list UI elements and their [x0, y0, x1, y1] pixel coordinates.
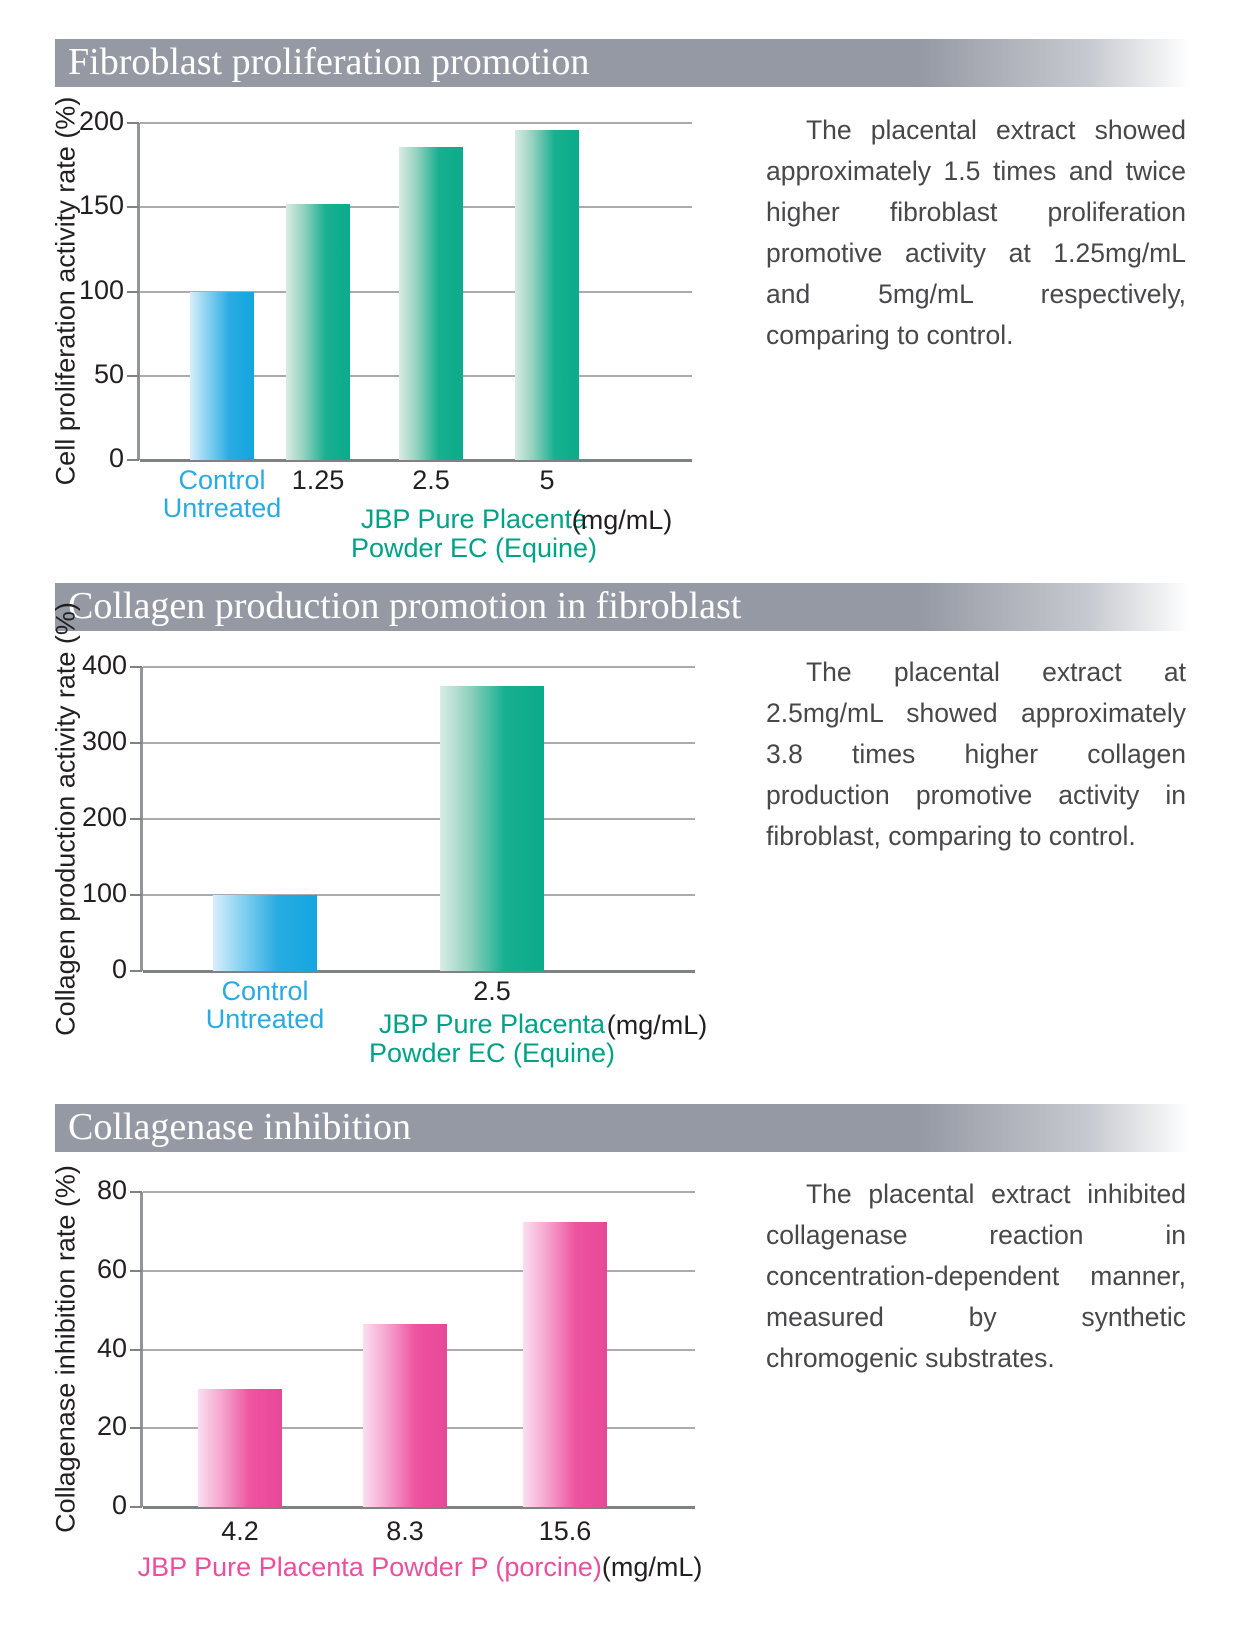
bar	[440, 686, 544, 971]
y-tick-label: 100	[81, 878, 127, 908]
y-tick-label: 60	[96, 1253, 127, 1284]
section-paragraph: The placental extract showed approximate…	[766, 115, 1186, 350]
unit-label: (mg/mL)	[606, 1010, 708, 1040]
bar	[363, 1323, 447, 1507]
y-tick-label: 0	[111, 1490, 127, 1520]
y-tick-label: 150	[78, 190, 124, 221]
tick-mark	[130, 1506, 142, 1508]
gridline	[143, 818, 695, 820]
gridline	[143, 1427, 695, 1430]
tick-mark	[130, 666, 142, 668]
tick-mark	[130, 1348, 142, 1351]
section-header: Collagenase inhibition	[55, 1104, 1190, 1152]
gridline	[143, 1191, 695, 1193]
tick-mark	[127, 206, 139, 209]
tick-mark	[130, 970, 142, 972]
x-axis-line	[143, 1506, 695, 1509]
x-axis-title-text: JBP Pure Placenta Powder P (porcine)	[137, 1552, 602, 1582]
y-tick-label: 0	[111, 954, 127, 984]
section-title: Collagenase inhibition	[68, 1106, 412, 1148]
y-axis-title: Collagen production activity rate (%)	[50, 602, 81, 1036]
x-tick-label: 5	[539, 465, 555, 495]
tick-mark	[127, 290, 139, 293]
x-axis-title: JBP Pure Placenta Powder EC (Equine)	[350, 504, 598, 563]
tick-mark	[130, 1427, 142, 1430]
tick-mark	[130, 1191, 142, 1193]
section-header: Fibroblast proliferation promotion	[55, 39, 1190, 87]
y-axis-line	[140, 1192, 143, 1507]
gridline	[140, 290, 692, 293]
tick-mark	[127, 122, 139, 124]
y-tick-label: 300	[81, 726, 127, 756]
bar	[213, 895, 317, 971]
gridline	[143, 894, 695, 896]
gridline	[143, 1269, 695, 1272]
x-tick-label: Control Untreated	[162, 465, 282, 523]
section-header: Collagen production promotion in fibrobl…	[55, 583, 1190, 631]
bar	[515, 129, 579, 460]
gridline	[140, 122, 692, 124]
bar	[198, 1388, 282, 1507]
bar	[286, 203, 350, 460]
x-tick-label: 15.6	[538, 1516, 592, 1546]
y-axis-line	[140, 667, 143, 971]
x-axis-title: JBP Pure Placenta Powder P (porcine)(mg/…	[120, 1552, 720, 1583]
y-axis-title: Cell proliferation activity rate (%)	[50, 96, 81, 486]
tick-mark	[130, 1269, 142, 1272]
y-tick-label: 40	[96, 1332, 127, 1363]
unit-label: (mg/mL)	[571, 505, 673, 535]
gridline	[143, 666, 695, 668]
x-axis-title: JBP Pure Placenta Powder EC (Equine)	[368, 1009, 616, 1068]
tick-mark	[130, 818, 142, 820]
x-tick-label: 8.3	[386, 1516, 424, 1546]
bar	[190, 291, 254, 460]
y-tick-label: 50	[93, 358, 124, 389]
tick-mark	[130, 894, 142, 896]
tick-mark	[127, 374, 139, 377]
section-title: Fibroblast proliferation promotion	[68, 41, 590, 83]
x-tick-label: 2.5	[412, 465, 450, 495]
gridline	[140, 374, 692, 377]
y-tick-label: 80	[96, 1175, 127, 1205]
unit-label: (mg/mL)	[601, 1552, 703, 1582]
tick-mark	[127, 459, 139, 461]
y-tick-label: 200	[81, 802, 127, 832]
section-paragraph: The placental extract at 2.5mg/mL showed…	[766, 657, 1186, 851]
y-axis-line	[137, 123, 140, 460]
y-axis-title: Collagenase inhibition rate (%)	[50, 1165, 81, 1533]
x-tick-label: 1.25	[291, 465, 345, 495]
y-tick-label: 100	[78, 274, 124, 305]
x-tick-label: 2.5	[473, 976, 511, 1006]
x-tick-label: Control Untreated	[205, 976, 325, 1034]
gridline	[143, 1348, 695, 1351]
y-tick-label: 0	[108, 443, 124, 473]
gridline	[143, 742, 695, 744]
section-paragraph: The placental extract inhibited collagen…	[766, 1179, 1186, 1373]
x-tick-label: 4.2	[221, 1516, 259, 1546]
tick-mark	[130, 742, 142, 744]
y-tick-label: 20	[96, 1411, 127, 1442]
section-title: Collagen production promotion in fibrobl…	[68, 585, 742, 627]
gridline	[140, 206, 692, 209]
y-tick-label: 400	[81, 650, 127, 680]
x-axis-line	[143, 970, 695, 973]
bar	[399, 146, 463, 460]
x-axis-line	[140, 459, 692, 462]
bar	[523, 1221, 607, 1507]
y-tick-label: 200	[78, 106, 124, 136]
